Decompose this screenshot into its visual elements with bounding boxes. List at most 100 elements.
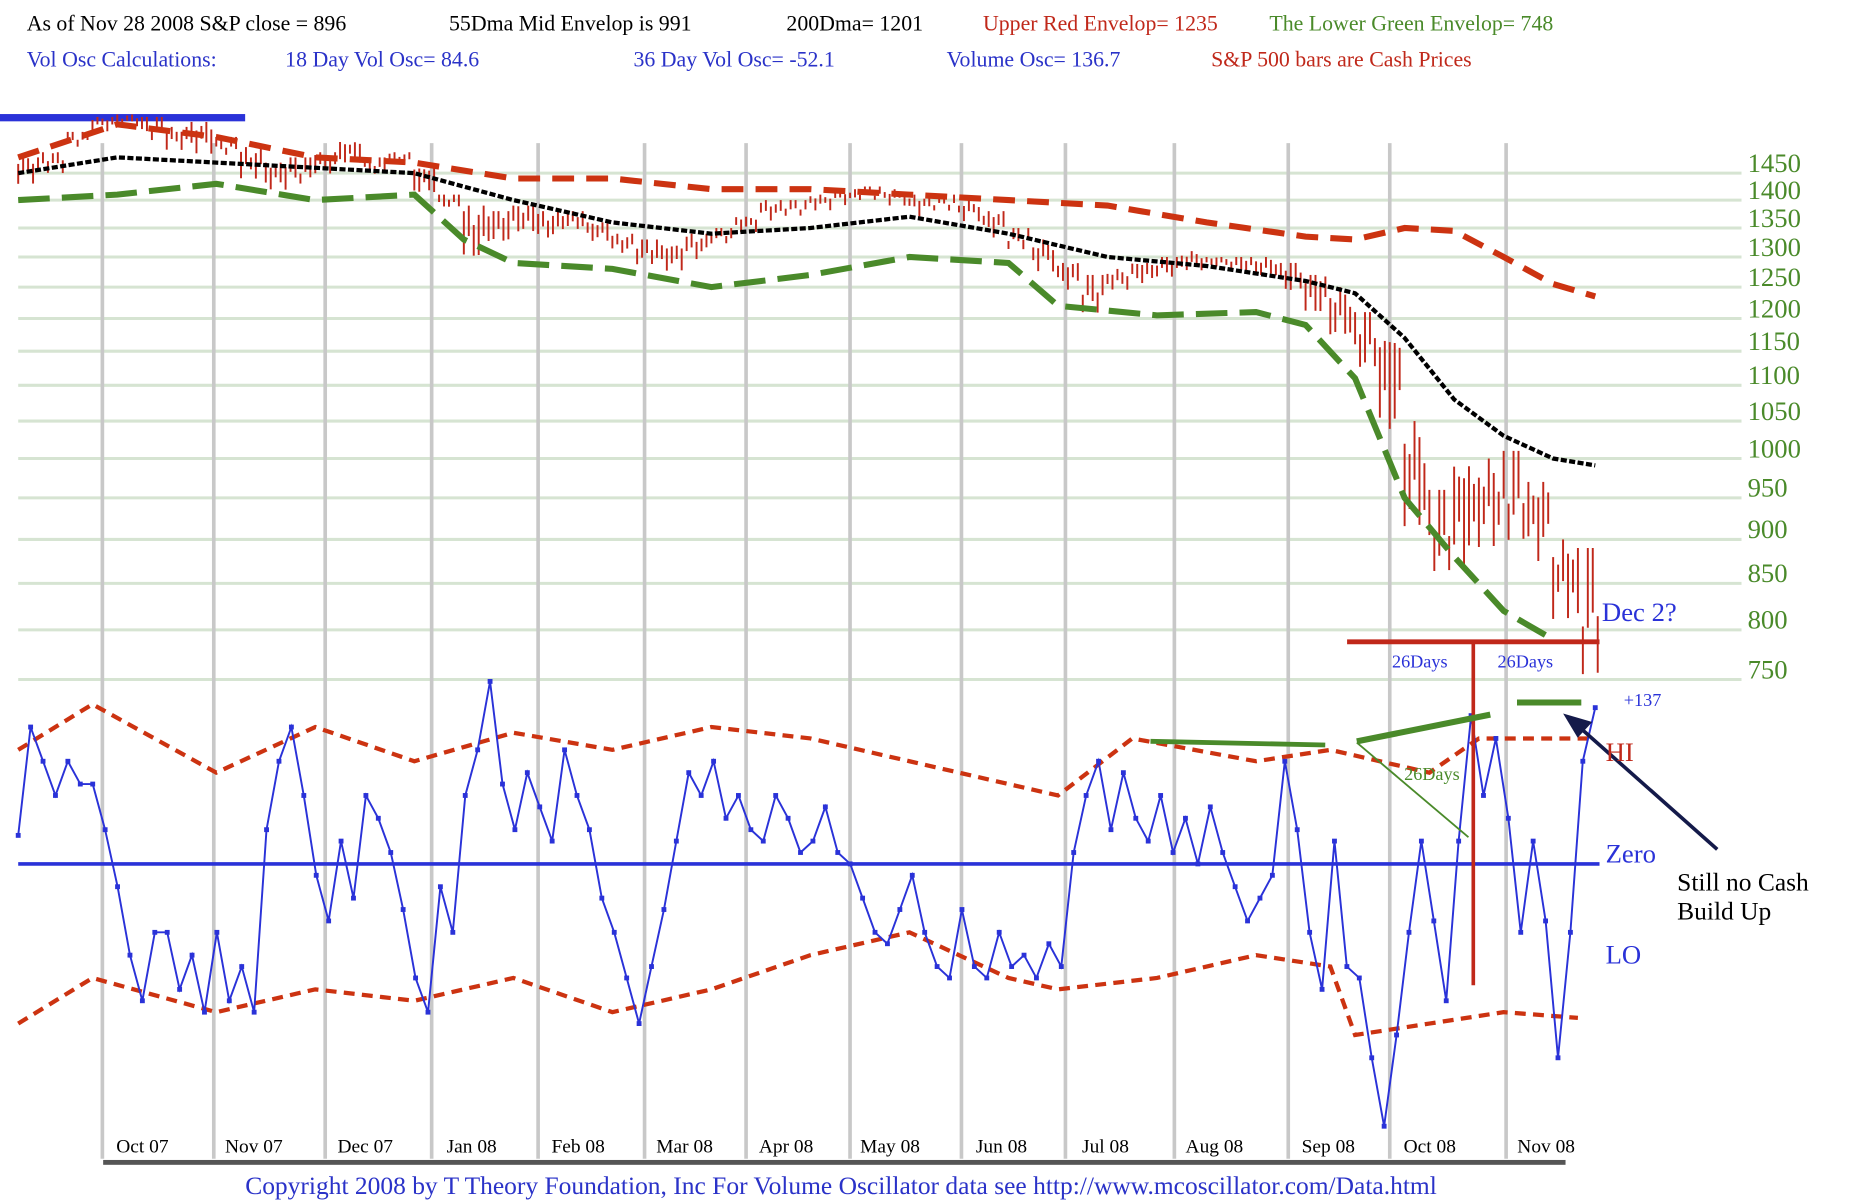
month-label: Nov 08 — [1517, 1137, 1575, 1158]
osc-point — [524, 770, 530, 776]
price-tick-label: 1200 — [1748, 293, 1801, 323]
osc-point — [947, 975, 952, 981]
month-label: Aug 08 — [1186, 1137, 1244, 1158]
osc-point — [152, 929, 158, 935]
month-label: Nov 07 — [225, 1137, 283, 1158]
osc-point — [1120, 770, 1126, 776]
osc-point — [102, 827, 108, 833]
osc-point — [338, 838, 344, 844]
osc-point — [239, 964, 245, 969]
osc-lo-band — [17, 930, 1579, 1038]
osc-point — [164, 929, 170, 935]
osc-point — [1381, 1123, 1387, 1129]
arrow-shaft — [1576, 724, 1719, 851]
osc-point — [1555, 1055, 1561, 1061]
osc-point — [934, 964, 940, 969]
hi-label: HI — [1606, 737, 1634, 767]
osc-point — [649, 964, 654, 969]
osc-point — [1145, 838, 1151, 844]
osc-point — [77, 781, 83, 787]
volume-oscillator-line — [17, 681, 1597, 1127]
osc-point — [28, 724, 34, 730]
osc-point — [1394, 1032, 1399, 1038]
header-text: 36 Day Vol Osc= -52.1 — [633, 48, 834, 72]
osc-point — [276, 758, 282, 764]
osc-point — [202, 1009, 207, 1015]
price-tick-label: 1150 — [1748, 326, 1800, 356]
osc-point — [313, 872, 319, 878]
osc-point — [537, 804, 543, 810]
osc-point — [773, 793, 779, 798]
osc-point — [686, 770, 692, 776]
osc-point — [860, 895, 866, 901]
osc-point — [512, 827, 518, 833]
price-tick-label: 1000 — [1748, 433, 1801, 463]
month-label: Jan 08 — [447, 1137, 497, 1158]
plus137-label: +137 — [1624, 690, 1662, 710]
osc-point — [1344, 964, 1350, 969]
osc-point — [562, 747, 568, 753]
header-text: Volume Osc= 136.7 — [947, 48, 1121, 72]
osc-point — [735, 793, 741, 798]
osc-point — [1034, 975, 1039, 981]
osc-point — [1083, 793, 1089, 798]
osc-point — [177, 986, 183, 992]
osc-point — [1356, 975, 1362, 981]
copyright: Copyright 2008 by T Theory Foundation, I… — [245, 1171, 1437, 1200]
osc-point — [1257, 895, 1263, 901]
month-label: May 08 — [860, 1137, 920, 1158]
osc-point — [798, 850, 803, 855]
osc-point — [251, 1009, 257, 1015]
osc-point — [1294, 827, 1300, 833]
osc-point — [1431, 918, 1437, 924]
bottom-scrollbar[interactable] — [103, 1159, 1566, 1165]
osc-point — [1307, 929, 1313, 935]
osc-point — [636, 1021, 642, 1027]
header-text: As of Nov 28 2008 S&P close = 896 — [27, 11, 347, 35]
osc-point — [909, 872, 915, 878]
header-text: Vol Osc Calculations: — [27, 48, 217, 72]
days-label-green: 26Days — [1404, 764, 1460, 784]
osc-point — [65, 758, 71, 764]
osc-point — [1133, 815, 1139, 821]
osc-point — [897, 907, 903, 912]
price-tick-label: 1050 — [1748, 396, 1801, 426]
note-line-1: Still no Cash — [1677, 868, 1809, 897]
header-text: 55Dma Mid Envelop is 991 — [449, 11, 692, 35]
volume-oscillator — [15, 678, 1598, 1129]
osc-point — [189, 952, 195, 958]
dec2-label: Dec 2? — [1602, 597, 1677, 627]
month-label: Dec 07 — [337, 1137, 393, 1158]
days-label-right: 26Days — [1498, 651, 1554, 671]
osc-point — [1406, 929, 1412, 935]
month-label: Sep 08 — [1302, 1137, 1355, 1158]
osc-point — [785, 815, 791, 821]
osc-point — [487, 678, 493, 684]
osc-point — [748, 827, 754, 833]
osc-point — [872, 929, 878, 935]
osc-point — [1170, 850, 1176, 855]
osc-point — [139, 998, 145, 1004]
osc-point — [450, 929, 456, 935]
mid-black-envelope — [17, 155, 1596, 468]
osc-point — [698, 793, 704, 798]
osc-point — [1319, 986, 1325, 992]
osc-point — [723, 815, 729, 821]
month-label: Jun 08 — [976, 1137, 1027, 1158]
price-tick-label: 1400 — [1748, 175, 1801, 205]
osc-point — [1456, 838, 1462, 844]
price-tick-label: 750 — [1748, 654, 1788, 684]
osc-point — [1332, 838, 1337, 844]
price-tick-label: 1100 — [1748, 360, 1800, 390]
osc-point — [1282, 758, 1288, 764]
osc-point — [624, 975, 630, 981]
header-text: 18 Day Vol Osc= 84.6 — [285, 48, 479, 72]
month-label: Mar 08 — [656, 1137, 713, 1158]
zero-label: Zero — [1606, 839, 1656, 869]
osc-point — [400, 907, 406, 912]
osc-point — [922, 929, 928, 935]
price-tick-label: 1350 — [1748, 203, 1801, 233]
osc-point — [288, 724, 294, 730]
days-label-left: 26Days — [1392, 651, 1448, 671]
